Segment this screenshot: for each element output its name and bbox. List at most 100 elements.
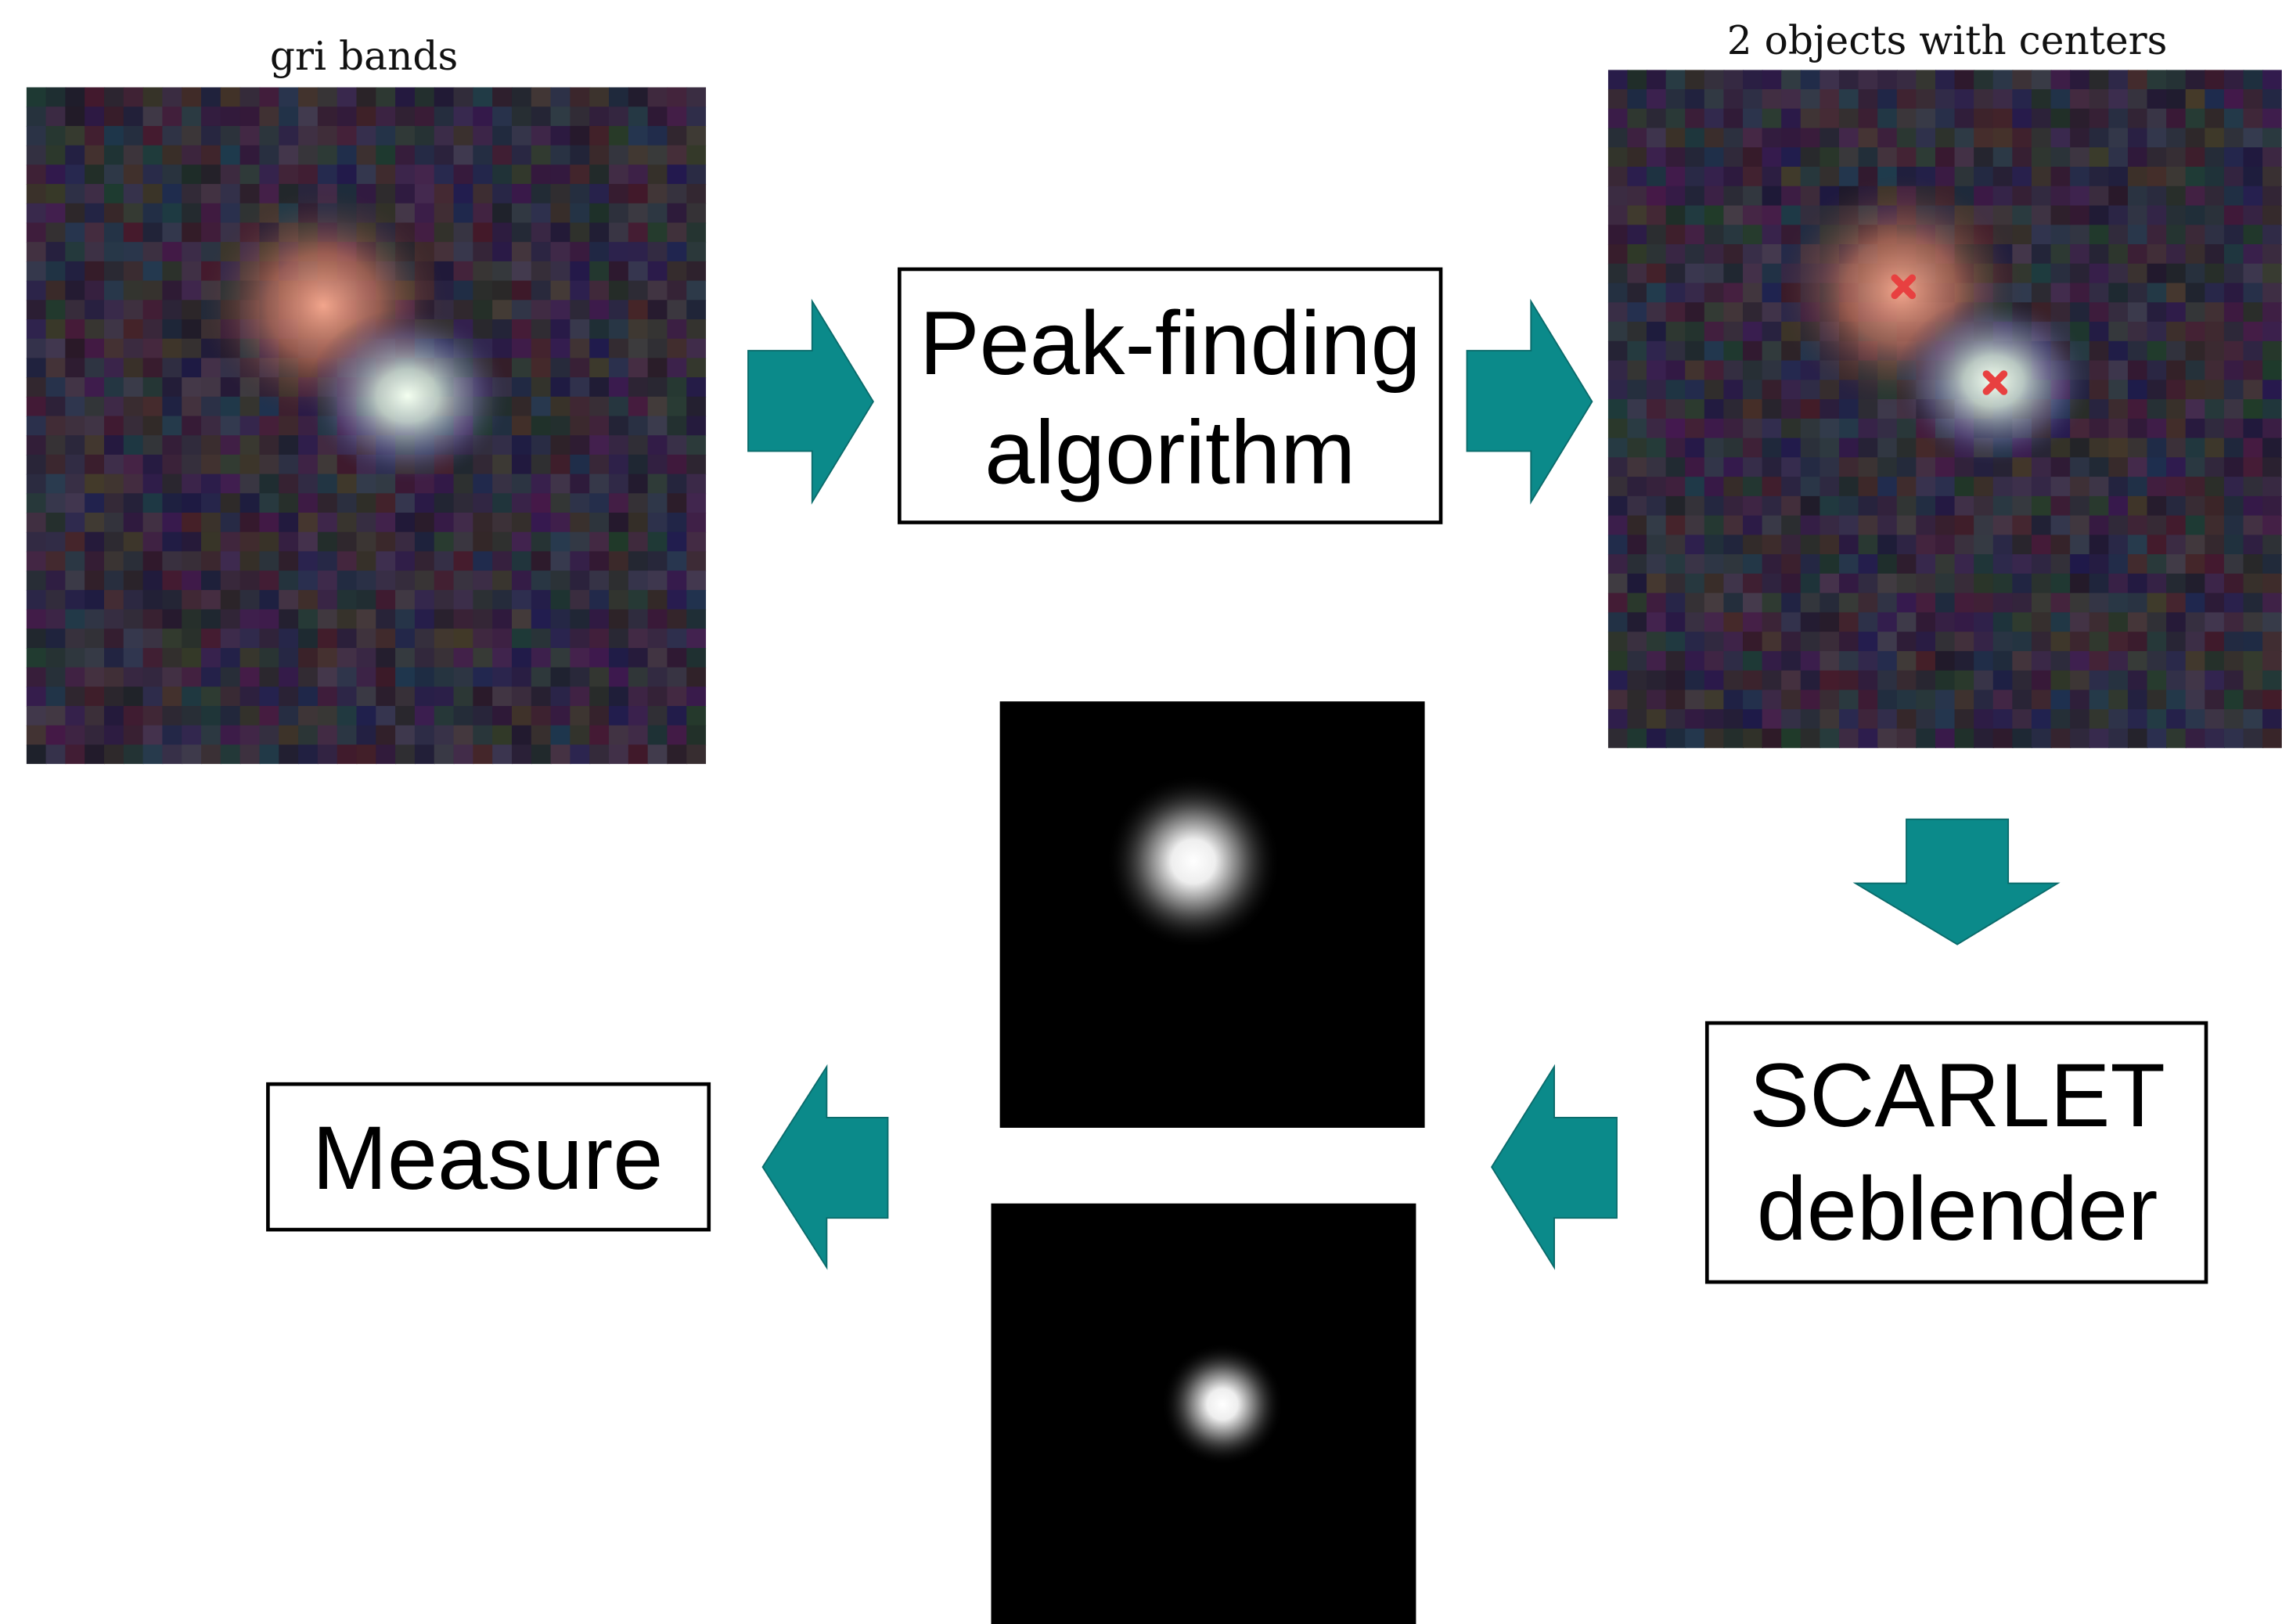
noise-pixel [1704,554,1725,574]
noise-pixel [2186,457,2206,477]
noise-pixel [2166,496,2187,517]
noise-pixel [1762,206,1783,226]
noise-pixel [2186,322,2206,342]
noise-pixel [492,726,513,746]
noise-pixel [512,726,532,746]
noise-pixel [1762,399,1783,420]
noise-pixel [143,628,164,649]
noise-pixel [2147,632,2168,652]
noise-pixel [2244,419,2264,439]
noise-pixel [318,146,338,166]
noise-pixel [1704,109,1725,129]
noise-pixel [1723,89,1744,110]
noise-pixel [2147,671,2168,691]
noise-pixel [434,726,455,746]
noise-pixel [1723,496,1744,517]
noise-pixel [2070,671,2090,691]
noise-pixel [46,106,67,127]
noise-pixel [589,706,610,726]
noise-pixel [1877,671,1898,691]
noise-pixel [648,571,668,591]
noise-pixel [27,513,47,533]
noise-pixel [609,339,629,359]
noise-pixel [1723,225,1744,245]
noise-pixel [2032,225,2052,245]
noise-pixel [589,513,610,533]
noise-pixel [1723,593,1744,614]
noise-pixel [1819,593,1840,614]
noise-pixel [434,744,455,765]
noise-pixel [27,261,47,282]
noise-pixel [628,164,649,185]
noise-pixel [1801,671,1821,691]
noise-pixel [1897,516,1917,536]
noise-pixel [46,88,67,108]
noise-pixel [1723,671,1744,691]
noise-pixel [589,164,610,185]
noise-pixel [2128,167,2148,187]
noise-pixel [27,455,47,475]
noise-pixel [124,648,144,668]
noise-pixel [531,184,552,204]
noise-pixel [357,628,377,649]
noise-pixel [1627,419,1647,439]
noise-pixel [551,397,571,417]
noise-pixel [473,88,493,108]
noise-pixel [648,126,668,146]
box-label: SCARLET [1749,1046,2165,1146]
noise-pixel [124,281,144,301]
noise-pixel [124,358,144,378]
noise-pixel [298,455,319,475]
noise-pixel [473,261,493,282]
noise-pixel [395,648,416,668]
noise-pixel [221,474,241,495]
noise-pixel [1647,651,1667,672]
noise-pixel [1685,438,1705,459]
noise-pixel [201,126,221,146]
noise-pixel [1647,612,1667,632]
noise-pixel [2108,399,2129,420]
noise-pixel [2224,477,2244,497]
noise-pixel [2108,283,2129,304]
noise-pixel [1993,147,2014,167]
noise-pixel [46,686,67,707]
noise-pixel [2186,264,2206,284]
noise-pixel [2205,322,2225,342]
noise-pixel [1839,147,1859,167]
noise-pixel [162,648,182,668]
noise-pixel [2051,167,2071,187]
noise-pixel [2108,574,2129,594]
noise-pixel [143,571,164,591]
noise-pixel [2205,632,2225,652]
noise-pixel [609,532,629,553]
noise-pixel [648,726,668,746]
noise-pixel [1897,128,1917,149]
noise-pixel [2032,147,2052,167]
noise-pixel [1743,283,1763,304]
noise-pixel [201,203,221,224]
noise-pixel [1704,671,1725,691]
noise-pixel [2262,225,2282,245]
noise-pixel [104,590,124,610]
noise-pixel [609,88,629,108]
noise-pixel [512,474,532,495]
noise-pixel [551,88,571,108]
noise-pixel [512,146,532,166]
noise-pixel [1647,361,1667,381]
noise-pixel [1935,516,1956,536]
noise-pixel [182,686,202,707]
noise-pixel [318,706,338,726]
noise-pixel [2089,167,2110,187]
noise-pixel [65,203,85,224]
noise-pixel [2224,147,2244,167]
noise-pixel [628,300,649,320]
noise-pixel [512,319,532,340]
noise-pixel [2108,322,2129,342]
noise-pixel [2147,89,2168,110]
noise-pixel [551,164,571,185]
noise-pixel [531,164,552,185]
noise-pixel [2186,206,2206,226]
noise-pixel [65,164,85,185]
noise-pixel [124,668,144,688]
noise-pixel [376,106,396,127]
